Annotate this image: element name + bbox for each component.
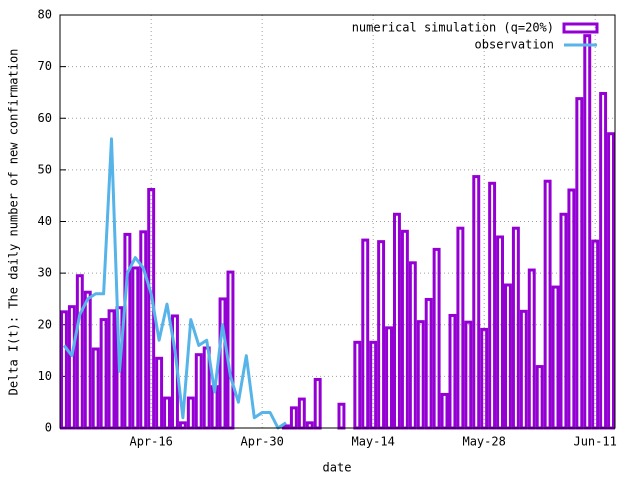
x-tick-label: Apr-30 <box>240 435 283 449</box>
bar <box>67 305 76 430</box>
y-tick-label: 10 <box>38 369 52 383</box>
bar <box>194 353 203 430</box>
bar <box>353 340 362 430</box>
bar <box>551 285 560 430</box>
x-tick-label: May-14 <box>351 435 394 449</box>
bar <box>543 179 552 430</box>
bar <box>400 229 409 430</box>
bar <box>416 320 425 430</box>
bar <box>408 261 417 430</box>
y-tick-label: 70 <box>38 59 52 73</box>
bar <box>337 402 346 430</box>
bar <box>139 230 148 430</box>
bar <box>599 91 608 430</box>
bar <box>107 309 116 430</box>
bar <box>83 290 92 430</box>
y-tick-label: 20 <box>38 317 52 331</box>
bar <box>527 268 536 430</box>
y-tick-label: 40 <box>38 214 52 228</box>
bar <box>377 240 386 430</box>
bar <box>448 313 457 430</box>
bar <box>504 283 512 430</box>
bar <box>289 406 298 430</box>
legend-swatch <box>562 22 599 34</box>
y-tick-label: 50 <box>38 162 52 176</box>
bar <box>511 226 520 430</box>
bar <box>480 327 489 430</box>
y-axis-label: Delta I(t): The daily number of new conf… <box>7 49 21 396</box>
x-tick-label: Jun-11 <box>573 435 616 449</box>
legend-label: numerical simulation (q=20%) <box>352 21 554 35</box>
y-tick-label: 30 <box>38 266 52 280</box>
bar <box>432 247 441 430</box>
bar <box>575 97 584 430</box>
y-tick-label: 80 <box>38 8 52 22</box>
bar <box>440 392 449 430</box>
bar <box>496 235 505 430</box>
bar <box>226 270 235 430</box>
bar <box>464 320 473 430</box>
bar <box>218 297 227 430</box>
bar <box>393 212 401 430</box>
plot-border <box>59 14 616 429</box>
bar <box>178 421 187 430</box>
bar <box>155 356 164 430</box>
bar <box>472 175 481 430</box>
bar <box>186 396 195 430</box>
bar <box>60 310 68 430</box>
bar <box>456 226 465 430</box>
bar <box>385 326 394 430</box>
bar <box>75 274 84 430</box>
bar <box>583 34 592 430</box>
bar <box>305 421 314 430</box>
bar <box>567 188 576 430</box>
bar <box>163 396 171 430</box>
y-tick-label: 0 <box>45 421 52 435</box>
legend-label: observation <box>475 38 554 52</box>
x-axis-label: date <box>323 461 352 475</box>
bar <box>519 309 528 430</box>
bar <box>297 397 306 430</box>
y-tick-label: 60 <box>38 111 52 125</box>
bar <box>91 347 100 430</box>
bar <box>607 132 615 430</box>
bar <box>131 266 140 430</box>
bar <box>99 318 108 430</box>
bar <box>313 377 322 430</box>
bar <box>535 365 544 430</box>
bar <box>361 238 370 430</box>
bar <box>424 297 433 430</box>
bar <box>559 212 568 430</box>
bar <box>488 181 497 430</box>
bar <box>123 232 132 430</box>
x-tick-label: May-28 <box>462 435 505 449</box>
x-tick-label: Apr-16 <box>129 435 172 449</box>
line <box>62 137 287 430</box>
